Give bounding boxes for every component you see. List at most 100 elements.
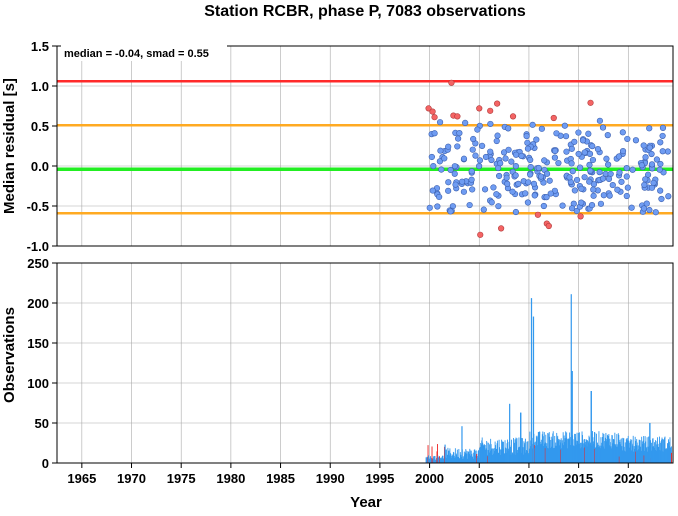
bar xyxy=(653,446,655,463)
data-point xyxy=(447,166,454,174)
bar xyxy=(470,450,472,463)
bar xyxy=(437,455,439,463)
data-point xyxy=(643,200,650,207)
bar xyxy=(559,439,561,463)
bar xyxy=(666,448,668,463)
bar xyxy=(650,440,652,463)
data-point xyxy=(585,130,592,137)
bar xyxy=(626,440,628,463)
data-point xyxy=(603,155,610,162)
outlier-bar xyxy=(432,458,434,463)
y-tick-label: 150 xyxy=(27,336,49,351)
data-point xyxy=(494,132,501,139)
bar xyxy=(515,454,516,463)
bar xyxy=(519,446,520,463)
data-point xyxy=(632,137,640,144)
bar xyxy=(621,450,623,463)
bar xyxy=(637,450,639,463)
outlier-bar xyxy=(584,447,585,463)
bar xyxy=(607,436,609,463)
bar xyxy=(516,438,518,463)
data-point xyxy=(624,184,631,191)
bar xyxy=(645,448,647,463)
outlier-point xyxy=(448,79,455,86)
data-point xyxy=(493,137,500,145)
bar xyxy=(450,455,452,463)
bar xyxy=(669,445,670,463)
bar xyxy=(657,437,659,463)
outlier-bar xyxy=(427,445,429,463)
x-tick-label: 2005 xyxy=(465,471,494,486)
bar xyxy=(602,446,604,463)
bar xyxy=(541,434,543,463)
data-point xyxy=(628,204,635,211)
data-point xyxy=(509,188,516,195)
bar xyxy=(661,439,662,463)
bar xyxy=(449,448,451,463)
bar xyxy=(604,437,606,463)
bar xyxy=(562,443,564,463)
bar xyxy=(435,459,436,463)
data-point xyxy=(493,191,500,198)
bar xyxy=(563,445,565,463)
bar xyxy=(426,456,428,463)
bar xyxy=(587,440,588,463)
bar xyxy=(605,432,607,463)
bar xyxy=(553,447,555,463)
data-point xyxy=(538,125,545,132)
data-point xyxy=(434,203,441,210)
data-point xyxy=(573,207,580,215)
bar xyxy=(477,450,479,463)
bar xyxy=(574,433,576,463)
bar xyxy=(485,448,487,463)
bar xyxy=(577,440,579,463)
data-point xyxy=(619,129,626,136)
bar xyxy=(647,451,649,463)
bar xyxy=(665,448,666,463)
bar xyxy=(438,457,440,463)
data-point xyxy=(503,174,510,181)
bar-peak xyxy=(519,412,522,463)
bar xyxy=(636,442,638,463)
bar xyxy=(625,451,627,463)
bar xyxy=(478,457,480,463)
bar xyxy=(596,433,597,463)
data-point xyxy=(543,170,551,177)
bar xyxy=(663,451,664,463)
data-point xyxy=(500,149,508,156)
y-tick-label: 1.0 xyxy=(31,79,49,94)
bar xyxy=(434,456,435,463)
outlier-bar xyxy=(436,451,438,463)
data-point xyxy=(616,169,623,176)
data-point xyxy=(664,148,671,155)
bar xyxy=(621,446,623,463)
bar xyxy=(574,437,576,463)
bar xyxy=(557,435,559,463)
bar xyxy=(445,449,447,463)
data-point xyxy=(470,135,477,143)
data-point xyxy=(487,120,494,128)
bar xyxy=(615,446,617,463)
data-point xyxy=(646,144,653,151)
bar xyxy=(608,434,610,463)
bar xyxy=(453,452,455,463)
data-point xyxy=(594,146,602,153)
bar xyxy=(520,452,522,463)
data-point xyxy=(481,186,489,193)
bar xyxy=(510,446,511,463)
bar xyxy=(504,440,506,463)
bar xyxy=(435,459,437,463)
bar xyxy=(609,442,611,463)
bar xyxy=(586,439,587,463)
bar xyxy=(542,445,544,463)
bar xyxy=(428,458,430,463)
bar xyxy=(600,437,602,463)
data-point xyxy=(540,202,547,210)
top-frame xyxy=(56,45,674,247)
bar xyxy=(556,437,558,463)
bar xyxy=(538,432,540,463)
y-tick-label: 0.5 xyxy=(31,119,49,134)
data-point xyxy=(578,185,585,192)
bar xyxy=(500,449,502,463)
bar xyxy=(496,443,498,463)
